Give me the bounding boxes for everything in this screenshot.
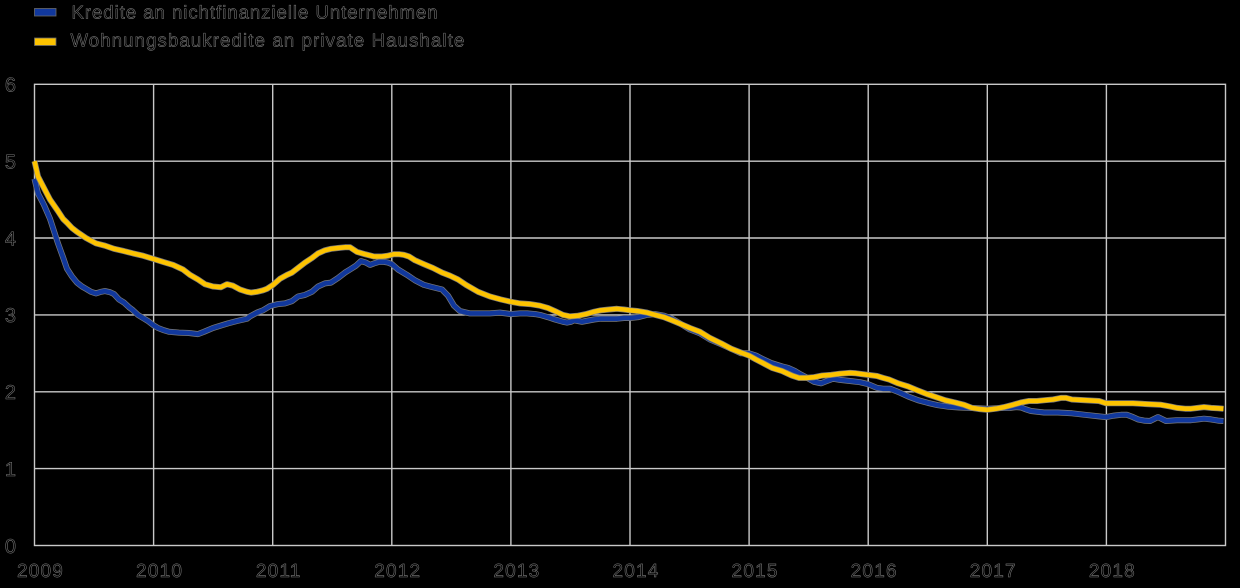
svg-text:2010: 2010	[136, 561, 183, 582]
svg-text:1: 1	[5, 459, 16, 481]
svg-text:2018: 2018	[1089, 561, 1136, 582]
svg-text:0: 0	[5, 536, 16, 558]
svg-text:2017: 2017	[970, 561, 1017, 582]
svg-text:2014: 2014	[612, 561, 659, 582]
svg-text:2012: 2012	[374, 561, 421, 582]
svg-text:4: 4	[5, 228, 16, 250]
svg-text:6: 6	[5, 75, 16, 97]
svg-text:5: 5	[5, 152, 16, 174]
svg-text:2016: 2016	[851, 561, 898, 582]
svg-text:2: 2	[5, 382, 16, 404]
svg-text:Kredite an nichtfinanzielle Un: Kredite an nichtfinanzielle Unternehmen	[72, 2, 439, 23]
svg-text:2011: 2011	[256, 561, 302, 582]
svg-text:2013: 2013	[493, 561, 540, 582]
svg-text:3: 3	[5, 305, 16, 327]
svg-text:2009: 2009	[17, 561, 64, 582]
svg-text:2015: 2015	[732, 561, 779, 582]
svg-text:Wohnungsbaukredite an private: Wohnungsbaukredite an private Haushalte	[71, 30, 466, 51]
